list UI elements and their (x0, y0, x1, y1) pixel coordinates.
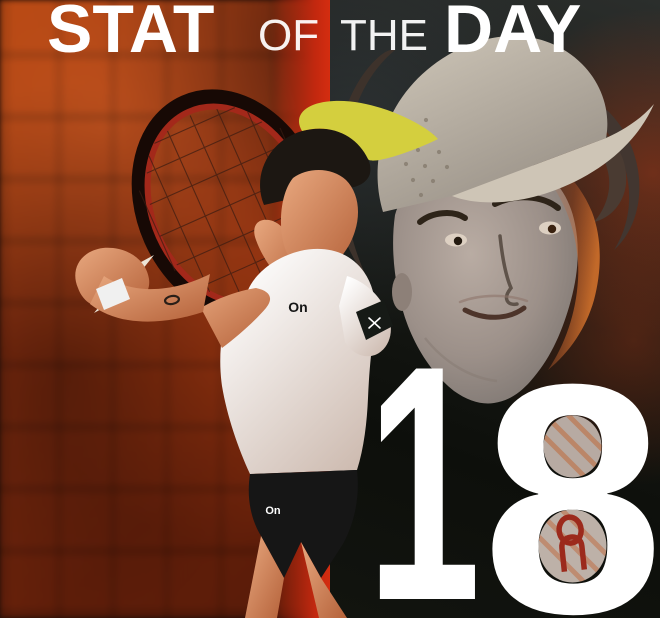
svg-text:1: 1 (367, 296, 481, 618)
svg-text:8: 8 (482, 317, 660, 618)
